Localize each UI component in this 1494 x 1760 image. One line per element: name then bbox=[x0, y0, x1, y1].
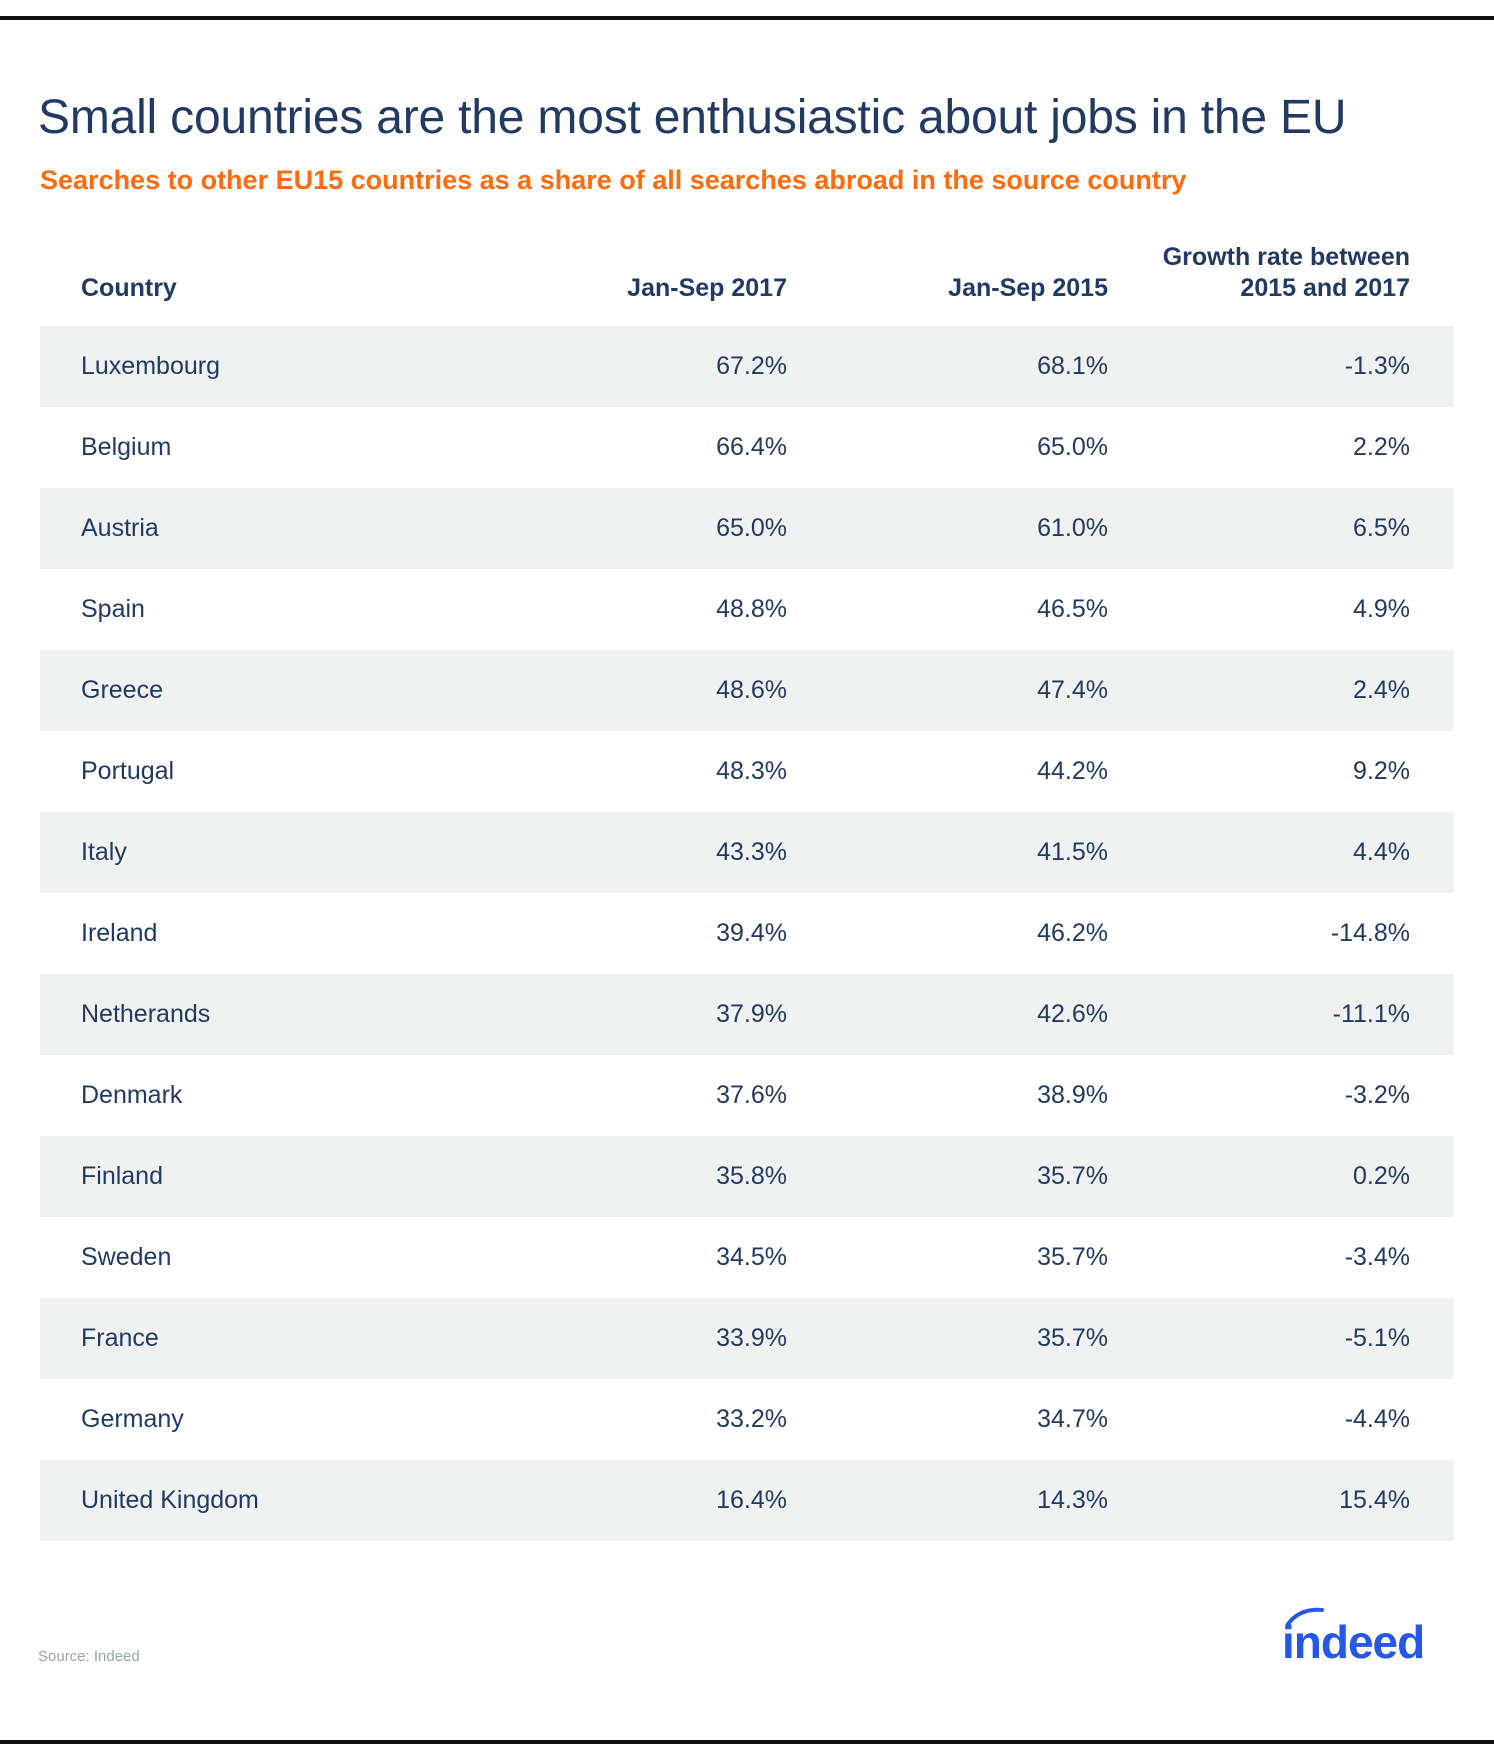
column-header-2015: Jan-Sep 2015 bbox=[948, 274, 1108, 302]
value-2015-cell: 41.5% bbox=[1037, 838, 1108, 866]
value-2017-cell: 65.0% bbox=[716, 514, 787, 542]
value-2017-cell: 67.2% bbox=[716, 352, 787, 380]
country-cell: Belgium bbox=[81, 433, 172, 461]
value-2017-cell: 37.9% bbox=[716, 1000, 787, 1028]
country-cell: Denmark bbox=[81, 1081, 183, 1109]
value-2017-cell: 48.3% bbox=[716, 757, 787, 785]
source-note: Source: Indeed bbox=[38, 1648, 140, 1665]
value-2017-cell: 43.3% bbox=[716, 838, 787, 866]
growth-rate-cell: 0.2% bbox=[1353, 1162, 1410, 1190]
growth-rate-cell: -4.4% bbox=[1344, 1405, 1410, 1433]
table-row: Finland 35.8% 35.7% 0.2% bbox=[40, 1136, 1454, 1217]
country-cell: Germany bbox=[81, 1405, 184, 1433]
value-2015-cell: 61.0% bbox=[1037, 514, 1108, 542]
chart-subtitle: Searches to other EU15 countries as a sh… bbox=[40, 165, 1187, 195]
table-row: Spain 48.8% 46.5% 4.9% bbox=[40, 569, 1454, 650]
growth-rate-cell: 6.5% bbox=[1353, 514, 1410, 542]
value-2017-cell: 16.4% bbox=[716, 1486, 787, 1514]
country-cell: United Kingdom bbox=[81, 1486, 259, 1514]
value-2017-cell: 48.8% bbox=[716, 595, 787, 623]
country-cell: Sweden bbox=[81, 1243, 172, 1271]
value-2015-cell: 42.6% bbox=[1037, 1000, 1108, 1028]
table-row: Sweden 34.5% 35.7% -3.4% bbox=[40, 1217, 1454, 1298]
column-header-2017: Jan-Sep 2017 bbox=[627, 274, 787, 302]
table-row: France 33.9% 35.7% -5.1% bbox=[40, 1298, 1454, 1379]
value-2017-cell: 34.5% bbox=[716, 1243, 787, 1271]
table-row: Greece 48.6% 47.4% 2.4% bbox=[40, 650, 1454, 731]
value-2015-cell: 44.2% bbox=[1037, 757, 1108, 785]
table-row: Germany 33.2% 34.7% -4.4% bbox=[40, 1379, 1454, 1460]
country-cell: Italy bbox=[81, 838, 127, 866]
column-header-growth: Growth rate between 2015 and 2017 bbox=[1163, 242, 1410, 304]
top-rule bbox=[0, 16, 1494, 20]
indeed-logo: indeed bbox=[1282, 1607, 1425, 1666]
table-row: Austria 65.0% 61.0% 6.5% bbox=[40, 488, 1454, 569]
value-2015-cell: 35.7% bbox=[1037, 1162, 1108, 1190]
growth-rate-cell: -11.1% bbox=[1332, 1000, 1410, 1028]
value-2015-cell: 46.2% bbox=[1037, 919, 1108, 947]
table-header: Country Jan-Sep 2017 Jan-Sep 2015 Growth… bbox=[40, 236, 1454, 316]
table-row: Portugal 48.3% 44.2% 9.2% bbox=[40, 731, 1454, 812]
growth-rate-cell: -14.8% bbox=[1330, 919, 1410, 947]
table-row: Denmark 37.6% 38.9% -3.2% bbox=[40, 1055, 1454, 1136]
value-2015-cell: 35.7% bbox=[1037, 1243, 1108, 1271]
column-header-growth-line1: Growth rate between bbox=[1162, 243, 1410, 271]
value-2017-cell: 37.6% bbox=[716, 1081, 787, 1109]
table-body: Luxembourg 67.2% 68.1% -1.3% Belgium 66.4% 65.… bbox=[40, 326, 1454, 1541]
value-2017-cell: 35.8% bbox=[716, 1162, 787, 1190]
growth-rate-cell: -3.2% bbox=[1344, 1081, 1410, 1109]
value-2015-cell: 38.9% bbox=[1037, 1081, 1108, 1109]
chart-title: Small countries are the most enthusiasti… bbox=[38, 91, 1347, 144]
growth-rate-cell: 4.9% bbox=[1353, 595, 1410, 623]
bottom-rule bbox=[0, 1740, 1494, 1744]
country-cell: Spain bbox=[81, 595, 145, 623]
value-2017-cell: 48.6% bbox=[716, 676, 787, 704]
country-cell: France bbox=[81, 1324, 159, 1352]
value-2015-cell: 65.0% bbox=[1037, 433, 1108, 461]
value-2017-cell: 33.9% bbox=[716, 1324, 787, 1352]
value-2015-cell: 14.3% bbox=[1037, 1486, 1108, 1514]
logo-wordmark: indeed bbox=[1282, 1616, 1424, 1666]
table-row: Belgium 66.4% 65.0% 2.2% bbox=[40, 407, 1454, 488]
growth-rate-cell: 2.2% bbox=[1353, 433, 1410, 461]
country-cell: Luxembourg bbox=[81, 352, 220, 380]
country-cell: Ireland bbox=[81, 919, 158, 947]
growth-rate-cell: -5.1% bbox=[1344, 1324, 1410, 1352]
table-row: United Kingdom 16.4% 14.3% 15.4% bbox=[40, 1460, 1454, 1541]
table-row: Italy 43.3% 41.5% 4.4% bbox=[40, 812, 1454, 893]
table-row: Luxembourg 67.2% 68.1% -1.3% bbox=[40, 326, 1454, 407]
country-cell: Greece bbox=[81, 676, 163, 704]
logo-swoosh bbox=[1286, 1607, 1324, 1626]
country-cell: Finland bbox=[81, 1162, 163, 1190]
country-cell: Austria bbox=[81, 514, 159, 542]
value-2015-cell: 47.4% bbox=[1037, 676, 1108, 704]
growth-rate-cell: -3.4% bbox=[1344, 1243, 1410, 1271]
value-2017-cell: 33.2% bbox=[716, 1405, 787, 1433]
value-2015-cell: 46.5% bbox=[1037, 595, 1108, 623]
growth-rate-cell: 9.2% bbox=[1353, 757, 1410, 785]
value-2017-cell: 39.4% bbox=[716, 919, 787, 947]
growth-rate-cell: 2.4% bbox=[1353, 676, 1410, 704]
column-header-growth-line2: 2015 and 2017 bbox=[1240, 274, 1410, 302]
value-2015-cell: 35.7% bbox=[1037, 1324, 1108, 1352]
value-2015-cell: 68.1% bbox=[1037, 352, 1108, 380]
value-2017-cell: 66.4% bbox=[716, 433, 787, 461]
value-2015-cell: 34.7% bbox=[1037, 1405, 1108, 1433]
table-row: Netherands 37.9% 42.6% -11.1% bbox=[40, 974, 1454, 1055]
growth-rate-cell: 4.4% bbox=[1353, 838, 1410, 866]
country-cell: Portugal bbox=[81, 757, 175, 785]
growth-rate-cell: -1.3% bbox=[1344, 352, 1410, 380]
table-row: Ireland 39.4% 46.2% -14.8% bbox=[40, 893, 1454, 974]
growth-rate-cell: 15.4% bbox=[1339, 1486, 1410, 1514]
column-header-country: Country bbox=[81, 274, 177, 302]
country-cell: Netherands bbox=[81, 1000, 211, 1028]
